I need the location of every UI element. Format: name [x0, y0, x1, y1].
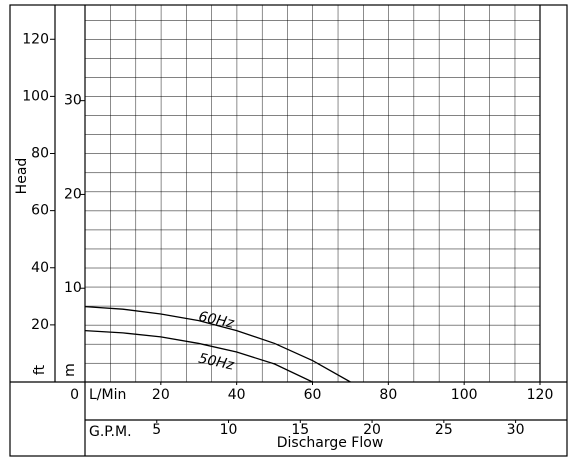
y-axis-title: Head: [14, 158, 30, 195]
y-tick-label: 40: [31, 260, 49, 276]
x-unit: L/Min: [89, 387, 126, 403]
x2-tick-label: 25: [435, 422, 453, 438]
curve: [84, 329, 313, 383]
y-tick-label: 100: [22, 88, 49, 104]
y-tick-label: 60: [31, 203, 49, 219]
x-tick-label: 20: [152, 387, 170, 403]
y2-unit: m: [62, 363, 78, 377]
y2-tick-label: 10: [64, 280, 82, 296]
x-tick-label: 100: [451, 387, 478, 403]
x-tick-label: 120: [527, 387, 554, 403]
y-tick-label: 120: [22, 31, 49, 47]
y-tick-label: 20: [31, 317, 49, 333]
x2-tick-label: 15: [291, 422, 309, 438]
x-axis-title: Discharge Flow: [277, 435, 384, 451]
y2-tick-label: 30: [64, 93, 82, 109]
x2-tick-label: 20: [363, 422, 381, 438]
outer-frame: [9, 4, 568, 457]
x-tick-label: 60: [304, 387, 322, 403]
y-tick-label: 80: [31, 146, 49, 162]
y-unit: ft: [32, 364, 48, 375]
curve-label: 50Hz: [197, 351, 236, 374]
x2-tick-label: 5: [152, 422, 161, 438]
x-tick-label: 80: [379, 387, 397, 403]
x-tick-label: 40: [228, 387, 246, 403]
x-tick-label: 0: [70, 387, 79, 403]
x2-unit: G.P.M.: [89, 424, 132, 440]
grid: [85, 5, 540, 382]
x2-tick-label: 10: [220, 422, 238, 438]
y2-tick-label: 20: [64, 186, 82, 202]
x2-tick-label: 30: [507, 422, 525, 438]
curve-label: 60Hz: [197, 309, 236, 332]
curve: [84, 305, 351, 383]
